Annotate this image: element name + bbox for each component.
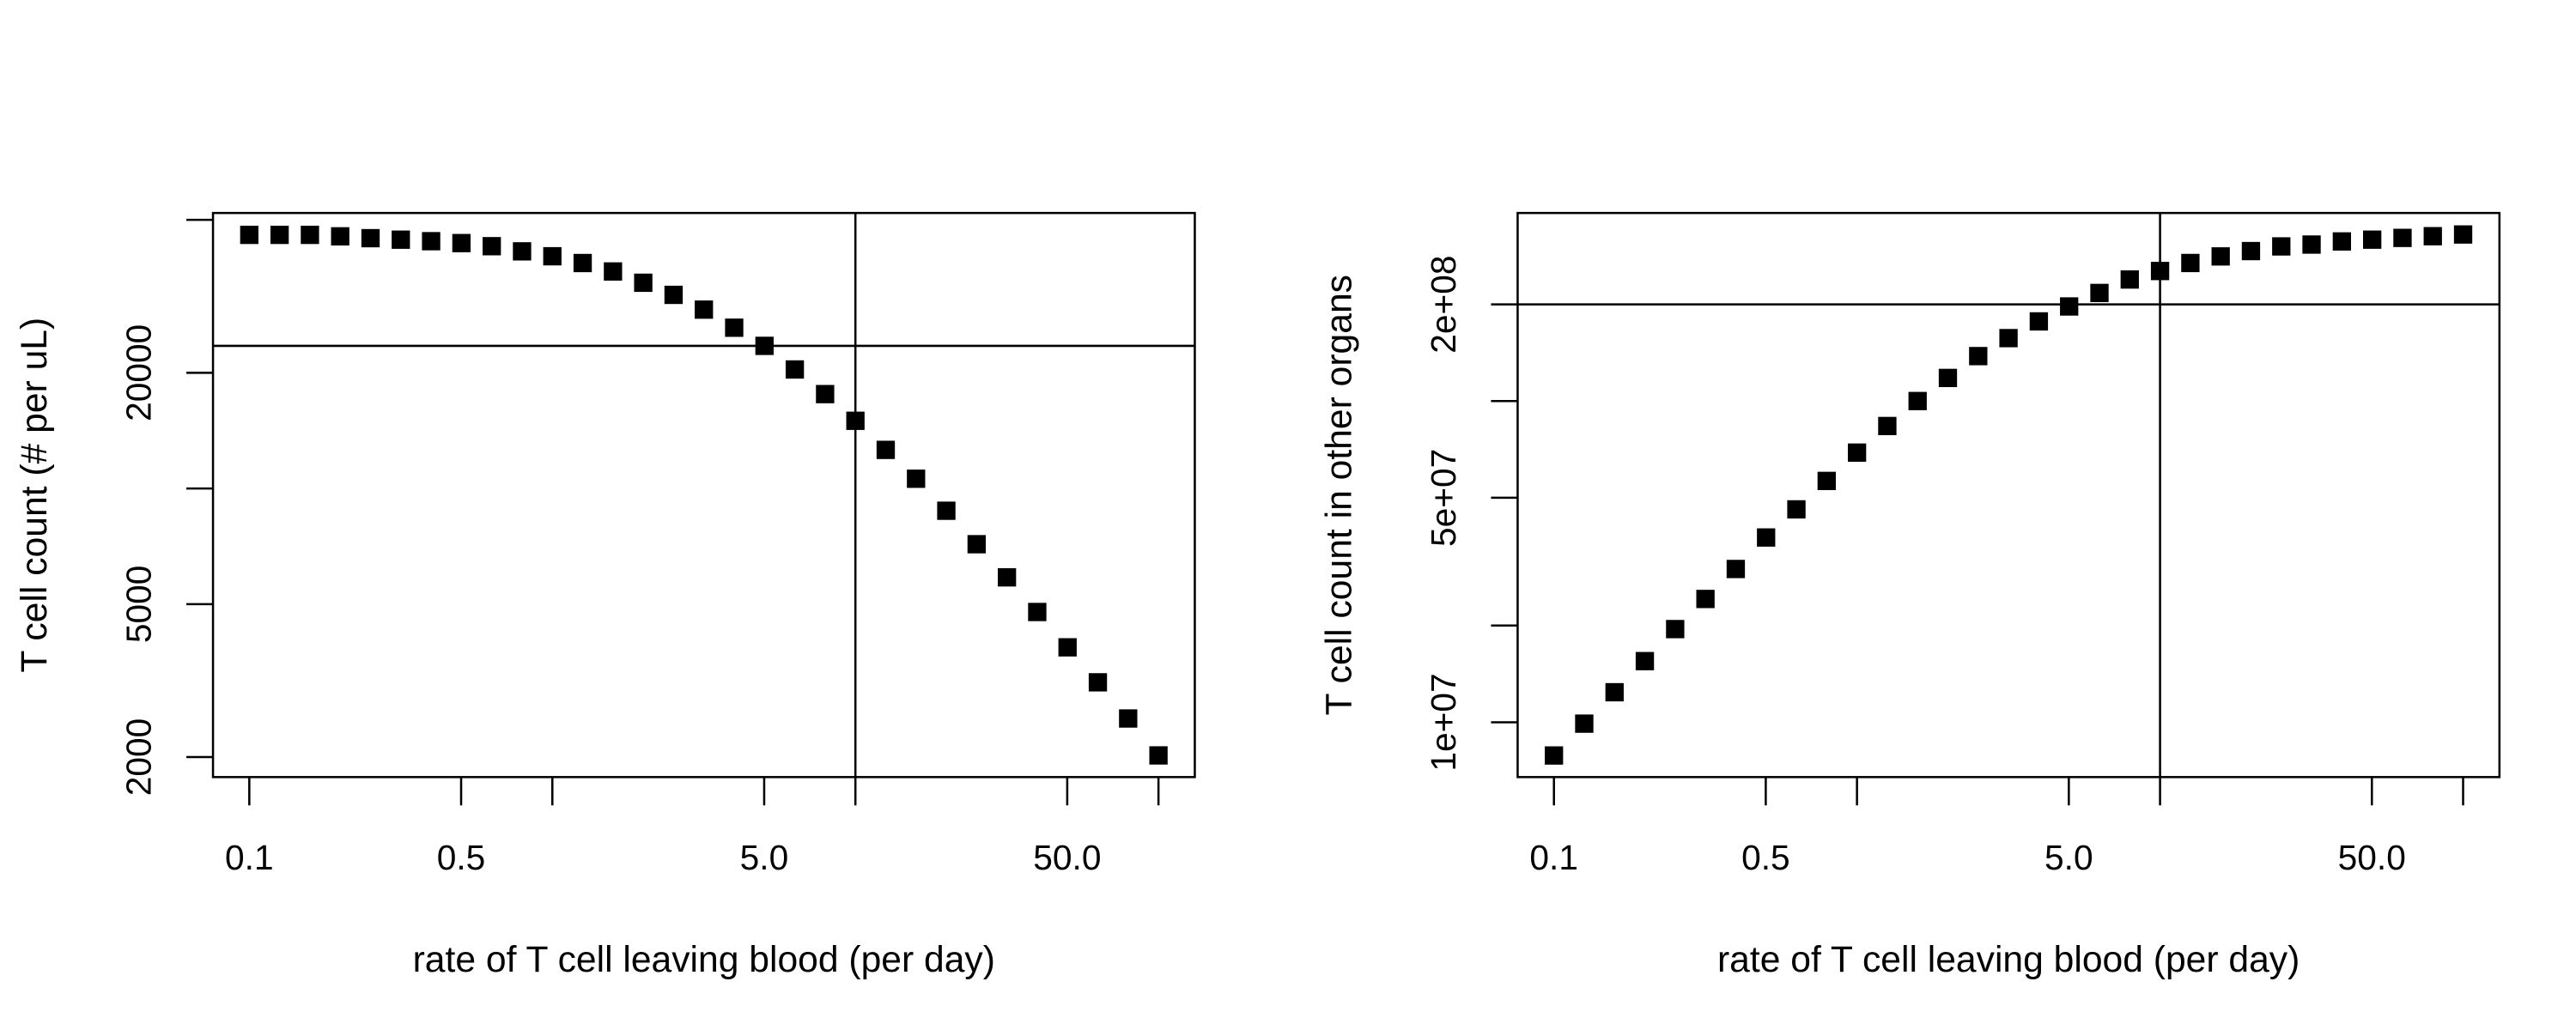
point [1605, 682, 1624, 702]
point [2423, 227, 2442, 245]
point [785, 360, 805, 379]
x-tick-label: 50.0 [1033, 838, 1101, 877]
point [695, 300, 714, 319]
point [1726, 560, 1746, 579]
point [361, 228, 380, 248]
point [1575, 714, 1594, 733]
y-tick-label: 5e+07 [1424, 449, 1463, 547]
y-axis-title: T cell count (# per uL) [14, 318, 55, 673]
point [846, 411, 865, 430]
x-tick-label: 5.0 [2044, 838, 2093, 877]
y-tick-label: 2000 [118, 718, 158, 797]
point [1817, 471, 1837, 490]
point [2181, 253, 2200, 273]
point [331, 227, 349, 245]
point [998, 567, 1017, 587]
point [513, 242, 532, 261]
point [1088, 673, 1108, 692]
point [634, 273, 653, 293]
point [2241, 241, 2261, 261]
point [2060, 297, 2079, 316]
point [2029, 312, 2049, 331]
point [1908, 391, 1927, 410]
y-tick-label: 5000 [118, 566, 158, 644]
point [1969, 347, 1988, 366]
point [1757, 528, 1776, 547]
x-tick-label: 0.1 [225, 838, 274, 877]
x-axis-title: rate of T cell leaving blood (per day) [1717, 939, 2300, 980]
y-tick-label: 1e+07 [1424, 673, 1463, 771]
point [1635, 651, 1655, 670]
point [664, 285, 683, 305]
point [967, 535, 987, 554]
point [270, 225, 289, 245]
point [1149, 746, 1168, 765]
x-tick-label: 50.0 [2338, 838, 2406, 877]
point [2090, 283, 2109, 302]
point [1545, 746, 1564, 765]
point [1847, 443, 1867, 462]
x-tick-label: 0.1 [1529, 838, 1578, 877]
point [755, 336, 774, 355]
point [1058, 638, 1077, 657]
point [1028, 603, 1047, 621]
point [1119, 709, 1138, 728]
point [725, 318, 744, 337]
point [1666, 620, 1685, 639]
point [604, 262, 623, 281]
x-tick-label: 0.5 [1741, 838, 1790, 877]
point [301, 225, 319, 245]
point [1999, 329, 2018, 348]
point [573, 253, 592, 273]
point [240, 225, 258, 245]
point [816, 385, 835, 403]
point [2120, 270, 2139, 289]
point [392, 230, 410, 249]
point [2362, 230, 2382, 249]
plot-frame [1516, 211, 2501, 779]
point [2272, 237, 2291, 256]
point [483, 237, 501, 256]
y-tick-label: 2e+08 [1424, 255, 1463, 353]
point [2150, 262, 2170, 281]
y-axis-title: T cell count in other organs [1318, 275, 1359, 715]
point [543, 246, 562, 266]
point [1878, 416, 1897, 436]
x-tick-label: 0.5 [437, 838, 486, 877]
point [1696, 590, 1715, 609]
x-tick-label: 5.0 [740, 838, 789, 877]
plot-frame [211, 211, 1196, 779]
point [2393, 228, 2412, 247]
point [2211, 247, 2230, 266]
point [937, 501, 956, 520]
point [2332, 232, 2352, 251]
point [876, 440, 896, 459]
point [1938, 368, 1958, 387]
point [452, 233, 471, 252]
point [422, 232, 440, 251]
y-tick-label: 20000 [118, 324, 158, 421]
point [907, 470, 926, 488]
point [2302, 235, 2321, 254]
x-axis-title: rate of T cell leaving blood (per day) [413, 939, 995, 980]
point [1787, 500, 1806, 519]
point [2453, 225, 2473, 244]
